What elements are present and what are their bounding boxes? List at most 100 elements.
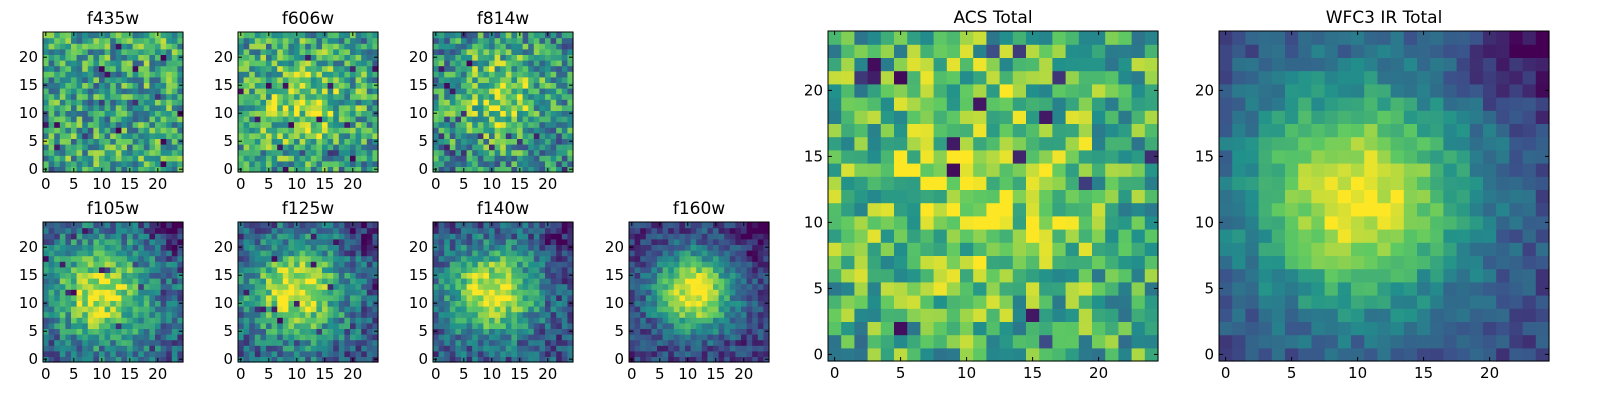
heatmap-cell <box>93 238 100 245</box>
heatmap-cell <box>254 317 261 324</box>
heatmap-cell <box>288 32 295 39</box>
heatmap-cell <box>322 294 329 301</box>
heatmap-cell <box>344 227 351 234</box>
heatmap-cell <box>933 149 948 164</box>
heatmap-cell <box>249 76 256 83</box>
heatmap-cell <box>466 166 473 173</box>
heatmap-cell <box>266 37 273 44</box>
heatmap-cell <box>690 356 697 363</box>
heatmap-cell <box>438 238 445 245</box>
heatmap-cell <box>477 294 484 301</box>
heatmap-cell <box>260 289 267 296</box>
heatmap-cell <box>505 82 512 89</box>
heatmap-cell <box>121 60 128 67</box>
heatmap-cell <box>99 48 106 55</box>
heatmap-cell <box>444 48 451 55</box>
heatmap-cell <box>757 233 764 240</box>
heatmap-cell <box>271 306 278 313</box>
heatmap-cell <box>65 317 72 324</box>
heatmap-cell <box>299 244 306 251</box>
heatmap-cell <box>149 339 156 346</box>
heatmap-cell <box>433 278 440 285</box>
heatmap-cell <box>483 116 490 123</box>
heatmap-cell <box>361 60 368 67</box>
heatmap-cell <box>71 238 78 245</box>
heatmap-cell <box>489 283 496 290</box>
heatmap-cell <box>48 65 55 72</box>
heatmap-cell <box>729 233 736 240</box>
heatmap-cell <box>249 283 256 290</box>
heatmap-cell <box>466 121 473 128</box>
heatmap-cell <box>696 334 703 341</box>
heatmap-cell <box>350 88 357 95</box>
heatmap-cell <box>960 347 974 362</box>
heatmap-cell <box>522 166 529 173</box>
heatmap-cell <box>867 229 882 243</box>
heatmap-cell <box>735 306 742 313</box>
heatmap-cell <box>933 176 948 190</box>
heatmap-cell <box>528 339 535 346</box>
heatmap-cell <box>920 268 935 283</box>
heatmap-cell <box>327 244 334 251</box>
heatmap-cell <box>1039 334 1053 349</box>
heatmap-cell <box>668 317 675 324</box>
heatmap-cell <box>149 48 156 55</box>
heatmap-cell <box>539 138 546 145</box>
heatmap-cell <box>110 132 117 139</box>
heatmap-cell <box>166 322 173 329</box>
heatmap-cell <box>99 328 106 335</box>
heatmap-cell <box>305 311 312 318</box>
heatmap-cell <box>567 345 574 352</box>
heatmap-cell <box>746 345 753 352</box>
heatmap-cell <box>238 121 245 128</box>
heatmap-cell <box>757 238 764 245</box>
heatmap-cell <box>828 163 842 177</box>
heatmap-cell <box>741 227 748 234</box>
y-tick-label: 20 <box>214 48 233 66</box>
heatmap-cell <box>82 272 89 279</box>
heatmap-cell <box>640 322 647 329</box>
heatmap-cell <box>894 334 908 349</box>
heatmap-cell <box>59 48 66 55</box>
heatmap-cell <box>483 328 490 335</box>
heatmap-cell <box>361 345 368 352</box>
heatmap-cell <box>986 202 1001 217</box>
heatmap-cell <box>880 176 895 190</box>
heatmap-cell <box>238 261 245 268</box>
heatmap-cell <box>82 244 89 251</box>
heatmap-cell <box>93 250 100 257</box>
heatmap-cell <box>65 255 72 262</box>
heatmap-cell <box>500 311 507 318</box>
heatmap-cell <box>87 138 94 145</box>
heatmap-cell <box>550 37 557 44</box>
heatmap-cell <box>1144 255 1159 270</box>
heatmap-cell <box>634 317 641 324</box>
heatmap-cell <box>48 160 55 167</box>
heatmap-cell <box>494 227 501 234</box>
heatmap-cell <box>132 65 139 72</box>
heatmap-cell <box>545 88 552 95</box>
heatmap-cell <box>282 339 289 346</box>
heatmap-cell <box>533 283 540 290</box>
heatmap-cell <box>489 306 496 313</box>
heatmap-cell <box>71 82 78 89</box>
heatmap-cell <box>327 116 334 123</box>
heatmap-cell <box>177 339 184 346</box>
heatmap-cell <box>752 311 759 318</box>
heatmap-cell <box>266 317 273 324</box>
heatmap-cell <box>149 99 156 106</box>
heatmap-cell <box>110 306 117 313</box>
heatmap-cell <box>149 244 156 251</box>
heatmap-cell <box>511 244 518 251</box>
heatmap-cell <box>472 48 479 55</box>
heatmap-cell <box>511 266 518 273</box>
heatmap-cell <box>556 233 563 240</box>
heatmap-cell <box>294 317 301 324</box>
heatmap-cell <box>679 306 686 313</box>
heatmap-cell <box>466 272 473 279</box>
heatmap-cell <box>43 71 50 78</box>
heatmap-cell <box>288 104 295 111</box>
heatmap-cell <box>282 155 289 162</box>
heatmap-cell <box>539 283 546 290</box>
heatmap-cell <box>455 144 462 151</box>
